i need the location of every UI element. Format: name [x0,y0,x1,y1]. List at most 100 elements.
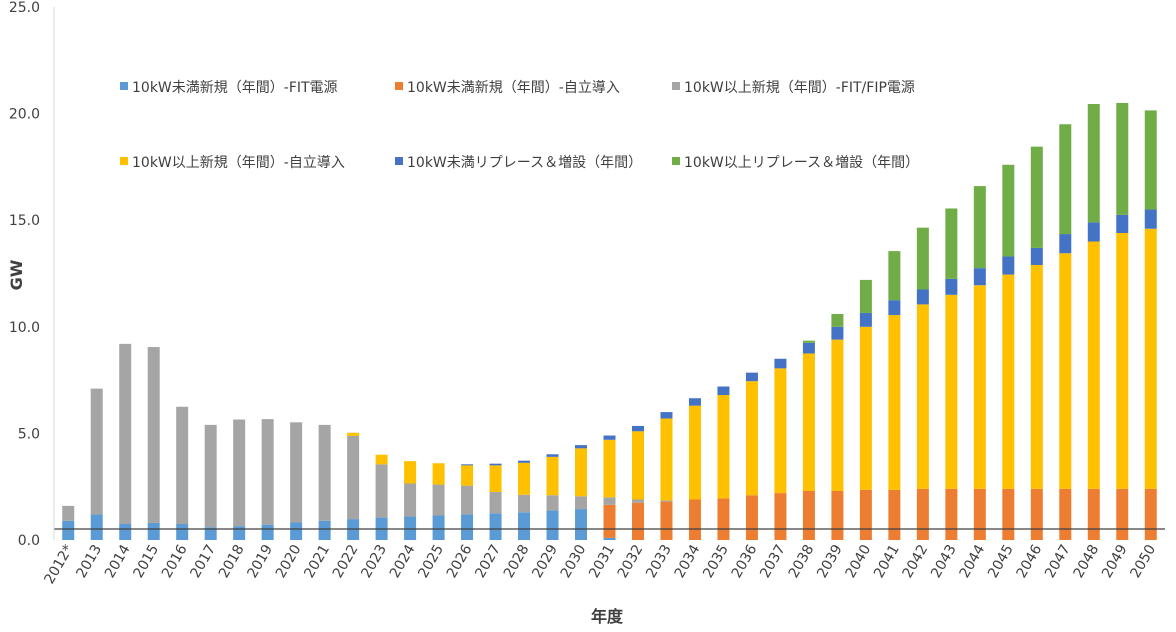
bar-segment-2027-series-1 [489,513,502,540]
x-tick-label: 2013 [74,542,106,581]
bar-segment-2026-series-5 [461,464,474,466]
legend-swatch [395,82,403,90]
bar-segment-2043-series-5 [945,278,958,295]
bar-segment-2029-series-3 [546,495,559,511]
x-tick-label: 2050 [1128,542,1160,581]
bar-segment-2033-series-5 [660,412,673,419]
bar-segment-2028-series-5 [518,460,531,463]
bar-series-group [62,102,1157,540]
bar-segment-2017-series-3 [204,424,217,528]
x-tick-label: 2047 [1042,542,1074,581]
bar-segment-2047-series-6 [1059,124,1072,235]
legend-swatch [672,157,680,165]
legend-label: 10kW以上新規（年間）-FIT/FIP電源 [684,80,915,96]
bar-segment-2049-series-5 [1116,214,1129,233]
bar-segment-2021-series-3 [318,424,331,521]
bar-segment-2018-series-3 [233,419,246,527]
x-tick-label: 2019 [244,542,276,581]
bar-segment-2046-series-2 [1030,488,1043,540]
bar-segment-2029-series-5 [546,454,559,457]
bar-segment-2036-series-5 [745,372,758,382]
bar-segment-2031-series-4 [603,439,616,498]
x-tick-label: 2031 [586,542,618,581]
legend-swatch [672,82,680,90]
bar-segment-2033-series-2 [660,501,673,540]
bar-segment-2038-series-6 [802,340,815,343]
bar-segment-2030-series-4 [575,448,588,497]
bar-segment-2024-series-1 [404,516,417,540]
legend-label: 10kW以上新規（年間）-自立導入 [132,155,345,171]
bar-segment-2049-series-2 [1116,488,1129,540]
bar-segment-2032-series-4 [631,431,644,500]
y-tick-label: 25.0 [9,0,40,16]
bar-segment-2032-series-3 [631,499,644,503]
legend-swatch [120,157,128,165]
bar-segment-2044-series-6 [973,186,986,269]
bar-segment-2050-series-5 [1144,209,1157,229]
bar-segment-2048-series-5 [1087,222,1100,242]
bar-segment-2045-series-6 [1002,164,1015,257]
bar-segment-2028-series-1 [518,512,531,540]
bar-segment-2048-series-4 [1087,241,1100,489]
bar-segment-2034-series-2 [688,499,701,540]
x-tick-label: 2037 [757,542,789,581]
bar-segment-2021-series-1 [318,520,331,540]
bar-segment-2027-series-4 [489,465,502,493]
x-tick-label: 2029 [529,542,561,581]
x-tick-label: 2042 [900,542,932,581]
x-tick-label: 2020 [273,542,305,581]
x-tick-label: 2030 [558,542,590,581]
bar-segment-2018-series-1 [233,526,246,540]
bar-segment-2037-series-4 [774,368,787,494]
legend-label: 10kW以上リプレース＆増設（年間） [684,155,919,171]
bar-segment-2029-series-4 [546,456,559,496]
x-tick-label: 2018 [216,542,248,581]
bar-segment-2045-series-2 [1002,488,1015,540]
y-axis-title: GW [7,259,26,290]
bar-segment-2041-series-2 [888,489,901,540]
bar-segment-2047-series-4 [1059,253,1072,489]
x-tick-label: 2038 [786,542,818,581]
bar-segment-2047-series-2 [1059,488,1072,540]
chart-legend: 10kW未満新規（年間）-FIT電源 10kW未満新規（年間）-自立導入 10kW以… [120,80,919,171]
bar-segment-2037-series-5 [774,358,787,369]
bar-segment-2039-series-4 [831,339,844,491]
bar-segment-2043-series-4 [945,294,958,489]
bar-segment-2023-series-3 [375,464,388,518]
x-tick-label: 2021 [301,542,333,581]
bar-segment-2030-series-3 [575,496,588,510]
bar-segment-2025-series-1 [432,515,445,540]
x-tick-label: 2046 [1014,542,1046,581]
x-tick-label: 2049 [1099,542,1131,581]
bar-segment-2045-series-4 [1002,274,1015,489]
bar-segment-2014-series-1 [119,524,132,540]
bar-segment-2023-series-4 [375,454,388,465]
bar-segment-2020-series-1 [290,522,303,540]
x-tick-label: 2033 [643,542,675,581]
bar-segment-2027-series-3 [489,492,502,514]
bar-segment-2015-series-1 [147,522,160,540]
x-tick-label: 2043 [928,542,960,581]
bar-segment-2040-series-6 [859,279,872,313]
bar-segment-2040-series-5 [859,312,872,327]
bar-segment-2036-series-2 [745,495,758,540]
bar-segment-2049-series-6 [1116,102,1129,215]
bar-segment-2028-series-4 [518,462,531,495]
bar-segment-2049-series-4 [1116,232,1129,489]
bar-segment-2031-series-5 [603,435,616,440]
bar-segment-2050-series-4 [1144,228,1157,489]
x-tick-label: 2039 [814,542,846,581]
bar-segment-2050-series-2 [1144,488,1157,540]
legend-swatch [395,157,403,165]
bar-segment-2032-series-2 [631,502,644,540]
bar-segment-2034-series-4 [688,405,701,500]
legend-label: 10kW未満新規（年間）-FIT電源 [132,80,338,96]
x-axis-ticks: 2012*20132014201520162017201820192020202… [42,542,1160,587]
bar-segment-2019-series-1 [261,524,274,540]
bar-segment-2048-series-2 [1087,488,1100,540]
bar-segment-2026-series-1 [461,514,474,540]
legend-label: 10kW未満リプレース＆増設（年間） [407,155,642,171]
x-tick-label: 2028 [501,542,533,581]
x-tick-label: 2022 [330,542,362,581]
bar-segment-2012-series-3 [62,505,75,521]
